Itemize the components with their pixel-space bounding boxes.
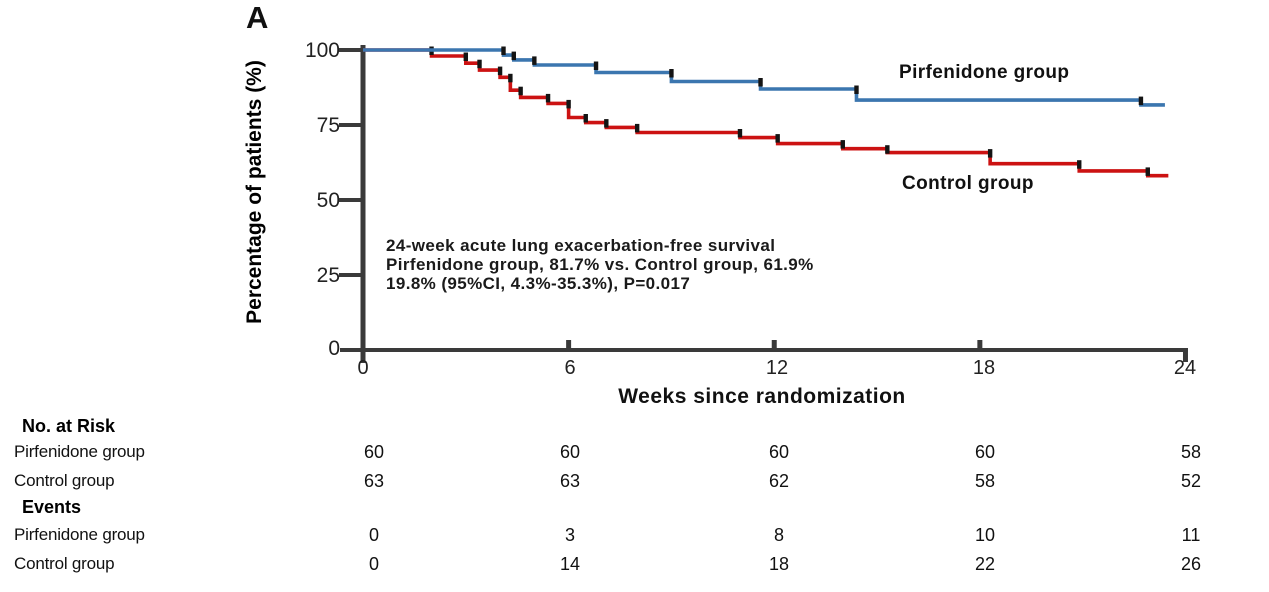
censor-mark — [885, 145, 890, 154]
risk-table-header: No. at Risk — [22, 416, 116, 436]
x-tick-label-12: 12 — [765, 357, 789, 379]
events-pirf-wk6: 3 — [564, 525, 576, 545]
stats-annotation-line-2: Pirfenidone group, 81.7% vs. Control gro… — [386, 255, 814, 274]
risk-pirf-wk12: 60 — [768, 442, 790, 462]
censor-mark — [545, 93, 551, 103]
risk-ctrl-wk6: 63 — [559, 471, 581, 491]
pirfenidone-curve-label: Pirfenidone group — [899, 62, 1070, 83]
y-axis-title: Percentage of patients (%) — [243, 60, 266, 324]
y-tick-label-50: 50 — [316, 189, 340, 212]
censor-mark — [987, 149, 993, 158]
x-tick-label-6: 6 — [564, 357, 576, 379]
events-ctrl-wk12: 18 — [768, 554, 790, 574]
risk-pirf-wk0: 60 — [363, 442, 385, 462]
control-curve — [363, 48, 1169, 178]
censor-mark — [1077, 160, 1082, 169]
censor-mark — [593, 61, 599, 70]
censor-mark — [511, 51, 516, 61]
risk-pirf-wk18: 60 — [974, 442, 996, 462]
control-curve-label: Control group — [902, 173, 1034, 194]
events-ctrl-wk24: 26 — [1180, 554, 1202, 574]
censor-mark — [583, 114, 588, 123]
panel-letter: A — [246, 0, 269, 35]
stats-annotation: 24-week acute lung exacerbation-free sur… — [386, 236, 814, 293]
censor-mark — [463, 52, 469, 61]
risk-pirf-wk6: 60 — [559, 442, 581, 462]
row-label: Control group — [14, 471, 115, 490]
censor-mark — [566, 99, 571, 109]
y-tick-label-25: 25 — [316, 264, 340, 287]
risk-ctrl-wk18: 58 — [974, 471, 996, 491]
risk-ctrl-wk0: 63 — [363, 471, 385, 491]
events-table-header: Events — [22, 497, 82, 517]
events-pirf-wk0: 0 — [368, 525, 380, 545]
censor-mark — [840, 140, 845, 149]
y-tick-label-0: 0 — [328, 337, 340, 360]
censor-mark — [775, 134, 780, 143]
censor-mark — [477, 59, 482, 69]
stats-annotation-line-3: 19.8% (95%CI, 4.3%-35.3%), P=0.017 — [386, 274, 691, 293]
censor-mark — [497, 66, 503, 76]
risk-ctrl-wk12: 62 — [768, 471, 790, 491]
events-pirf-wk18: 10 — [974, 525, 996, 545]
x-tick-label-18: 18 — [972, 357, 996, 379]
censor-mark — [669, 69, 674, 78]
risk-pirf-wk24: 58 — [1180, 442, 1202, 462]
censor-mark — [1138, 96, 1144, 106]
events-ctrl-wk0: 0 — [368, 554, 380, 574]
censor-mark — [532, 56, 537, 65]
censor-mark — [1145, 167, 1150, 176]
x-axis-title: Weeks since randomization — [618, 385, 906, 408]
censor-mark — [501, 46, 506, 55]
censor-mark — [854, 85, 859, 94]
row-label: Control group — [14, 554, 115, 573]
censor-mark — [758, 78, 763, 87]
row-label: Pirfenidone group — [14, 525, 145, 544]
censor-mark — [518, 86, 523, 96]
censor-mark — [604, 119, 609, 128]
events-ctrl-wk18: 22 — [974, 554, 996, 574]
events-pirf-wk12: 8 — [773, 525, 785, 545]
y-tick-label-100: 100 — [304, 39, 340, 62]
x-tick-label-0: 0 — [357, 357, 369, 379]
x-tick-label-24: 24 — [1173, 357, 1197, 379]
censor-mark — [634, 123, 640, 133]
censor-mark — [737, 129, 743, 138]
y-tick-label-75: 75 — [316, 114, 340, 137]
stats-annotation-line-1: 24-week acute lung exacerbation-free sur… — [386, 236, 776, 255]
row-label: Pirfenidone group — [14, 442, 145, 461]
events-ctrl-wk6: 14 — [559, 554, 581, 574]
risk-ctrl-wk24: 52 — [1180, 471, 1202, 491]
events-pirf-wk24: 11 — [1181, 525, 1201, 545]
censor-mark — [508, 73, 513, 83]
